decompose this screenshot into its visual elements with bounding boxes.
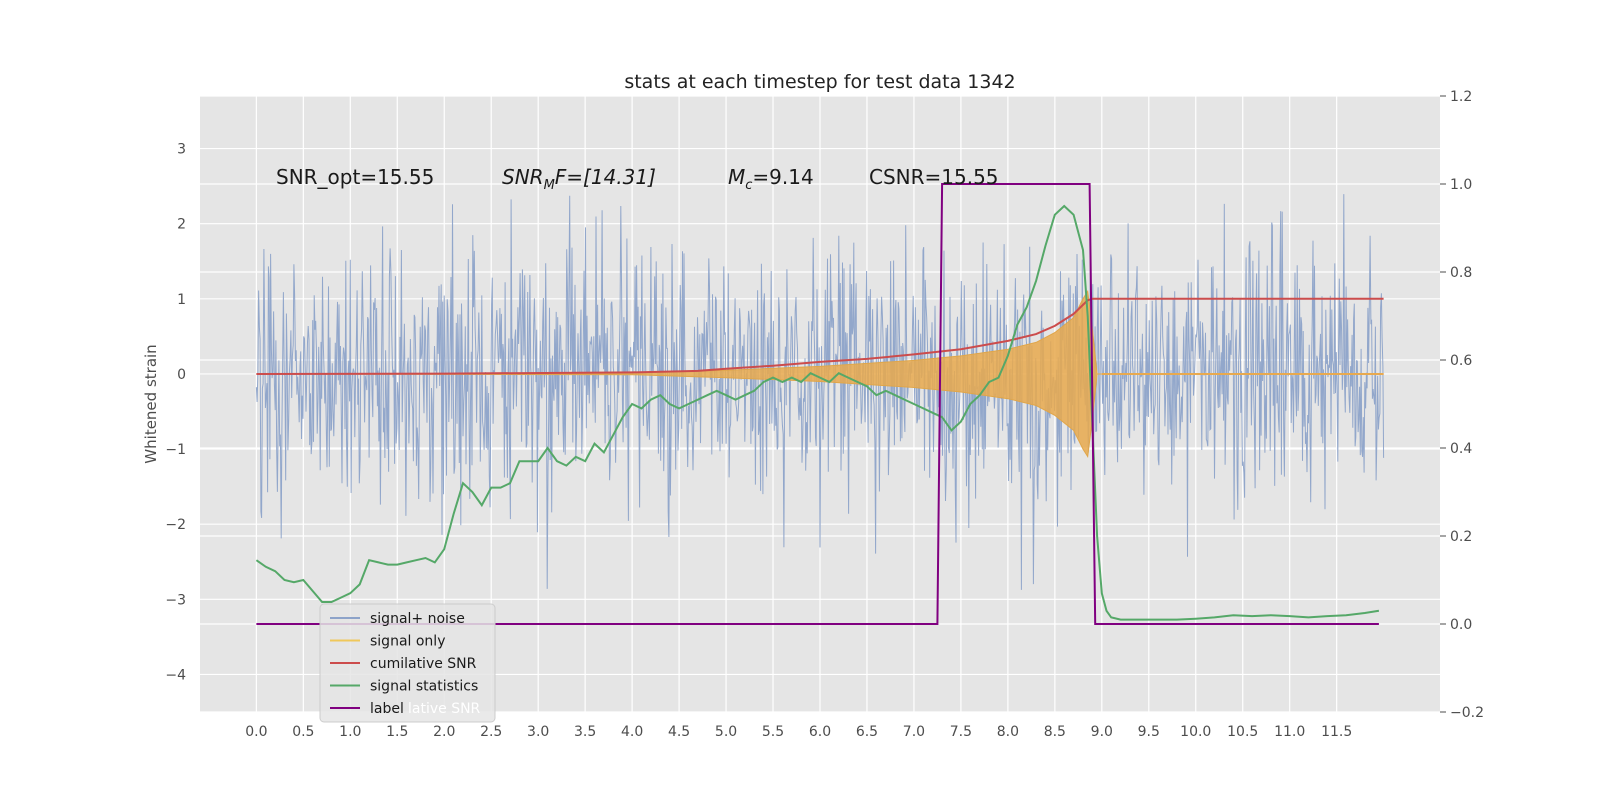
annotations: SNR_opt=15.55 SNRMF=[14.31] Mc=9.14 CSNR… [276, 165, 999, 193]
chart-title: stats at each timestep for test data 134… [624, 71, 1015, 93]
line-series [255, 183, 1384, 625]
x-tick-label: 6.5 [856, 724, 878, 740]
y-right-tick-label: 0.4 [1450, 441, 1472, 457]
x-tick-label: 5.0 [715, 724, 737, 740]
x-tick-label: 10.0 [1180, 724, 1211, 740]
x-tick-label: 9.0 [1091, 724, 1113, 740]
y-right-tick-label: 0.0 [1450, 617, 1472, 633]
annotation-snr-mf-base: SNR [502, 165, 544, 189]
annotation-snr-mf-rest: F=[14.31] [555, 165, 656, 189]
x-tick-label: 2.0 [433, 724, 455, 740]
axis-ticks: 0.0 0.5 1.0 1.5 2.0 2.5 3.0 3.5 4.0 4.5 5.0 5.5 6.0 6… [165, 89, 1484, 740]
annotation-mc-sub: c [745, 178, 752, 193]
legend-items: signal+ noise signal only cumilative SNR si… [330, 611, 478, 717]
signal-only-series [256, 289, 1384, 459]
y-right-tick-label: 0.8 [1450, 265, 1472, 281]
x-tick-label: 1.5 [386, 724, 408, 740]
y-right-tick-label: 0.2 [1450, 529, 1472, 545]
x-tick-label: 8.0 [997, 724, 1019, 740]
signal-noise-series [255, 194, 1385, 590]
x-tick-label: 5.5 [762, 724, 784, 740]
y-tick-label: −2 [165, 517, 186, 533]
y-tick-label: −3 [165, 592, 186, 608]
x-tick-label: 0.0 [245, 724, 267, 740]
x-tick-label: 10.5 [1227, 724, 1258, 740]
y-tick-label: 3 [177, 142, 186, 158]
annotation-snr-mf: SNRMF=[14.31] [502, 165, 656, 193]
y-right-tick-label: −0.2 [1450, 705, 1484, 721]
legend-label: label [370, 701, 404, 717]
y-right-tick-label: 1.2 [1450, 89, 1472, 105]
y-right-tick-label: 1.0 [1450, 177, 1472, 193]
signal-statistics-line [255, 204, 1380, 621]
legend-overlap-text: lative SNR [408, 701, 481, 717]
y-tick-label: 1 [177, 292, 186, 308]
y-axis-title: Whitened strain [142, 344, 160, 463]
y-tick-label: −4 [165, 667, 186, 683]
x-tick-label: 6.0 [809, 724, 831, 740]
x-tick-label: 7.5 [950, 724, 972, 740]
x-tick-label: 9.5 [1138, 724, 1160, 740]
annotation-mc-base: M [728, 165, 745, 189]
legend-label: cumilative SNR [370, 656, 477, 672]
legend: lative SNR signal+ noise signal only cumil… [319, 603, 496, 723]
x-tick-label: 0.5 [292, 724, 314, 740]
y-tick-label: 2 [177, 217, 186, 233]
legend-label: signal+ noise [370, 611, 465, 627]
legend-box [319, 603, 496, 723]
legend-label: signal only [370, 634, 445, 650]
y-tick-label: 0 [177, 367, 186, 383]
x-tick-label: 1.0 [339, 724, 361, 740]
x-tick-label: 2.5 [480, 724, 502, 740]
y-tick-label: −1 [165, 442, 186, 458]
annotation-csnr: CSNR=15.55 [869, 165, 999, 189]
legend-label: signal statistics [370, 679, 478, 695]
x-tick-label: 3.0 [527, 724, 549, 740]
annotation-mc-rest: =9.14 [752, 165, 813, 189]
x-tick-label: 4.0 [621, 724, 643, 740]
annotation-snr-mf-sub: M [544, 178, 555, 193]
annotation-mc: Mc=9.14 [728, 165, 814, 193]
x-tick-label: 11.0 [1274, 724, 1305, 740]
x-tick-label: 3.5 [574, 724, 596, 740]
signal-only-fill [256, 289, 1384, 459]
y-right-tick-label: 0.6 [1450, 353, 1472, 369]
x-tick-label: 4.5 [668, 724, 690, 740]
signal-noise-line [255, 194, 1385, 590]
x-tick-label: 7.0 [903, 724, 925, 740]
x-tick-label: 8.5 [1044, 724, 1066, 740]
x-tick-label: 11.5 [1321, 724, 1352, 740]
cumilative-snr-line [256, 297, 1384, 375]
annotation-snr-opt: SNR_opt=15.55 [276, 165, 434, 189]
label-line [256, 183, 1379, 625]
